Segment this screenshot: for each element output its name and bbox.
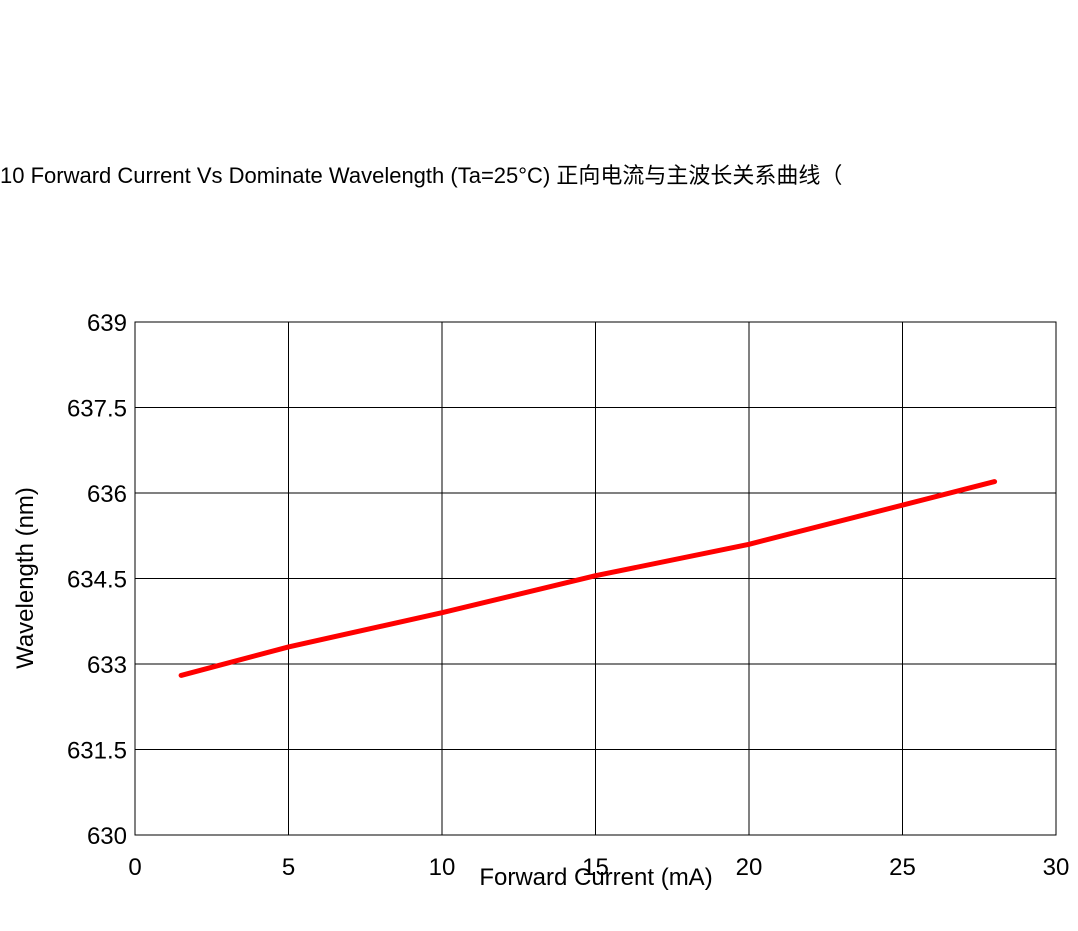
series-line: [178, 479, 998, 678]
chart-title: 10 Forward Current Vs Dominate Wavelengt…: [0, 163, 842, 188]
x-tick-label: 15: [582, 854, 609, 881]
y-tick-label: 634.5: [67, 567, 127, 594]
plot-frame: [134, 321, 1057, 836]
x-tick-label: 10: [429, 854, 456, 881]
tick-layer: 0 5 10 15 20 25 30 630 631.5 633 634.5 636 637.5 639: [67, 310, 1069, 881]
y-tick-label: 633: [87, 652, 127, 679]
y-tick-label: 630: [87, 823, 127, 850]
x-axis-label: Forward Current (mA): [479, 864, 712, 891]
series-layer: [178, 479, 998, 678]
x-tick-label: 30: [1043, 854, 1070, 881]
x-tick-label: 0: [128, 854, 141, 881]
y-axis-label: Wavelength (nm): [12, 487, 39, 669]
y-tick-label: 631.5: [67, 738, 127, 765]
grid-layer: [134, 321, 1057, 836]
y-tick-label: 636: [87, 481, 127, 508]
x-tick-label: 5: [282, 854, 295, 881]
y-tick-label: 639: [87, 310, 127, 337]
x-tick-label: 25: [889, 854, 916, 881]
y-tick-label: 637.5: [67, 396, 127, 423]
x-tick-label: 20: [736, 854, 763, 881]
